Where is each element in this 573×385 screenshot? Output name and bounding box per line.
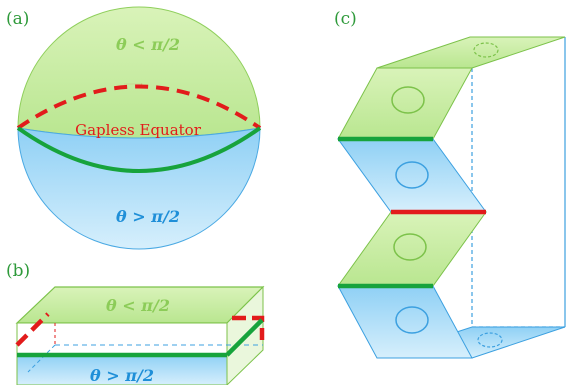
sphere-upper-hemisphere [17,6,261,139]
bottom-flap-loop [477,332,503,348]
sphere-bottom-label: θ > π/2 [116,207,180,226]
slab-red-right [232,315,265,340]
blue-panel-1 [337,138,487,213]
blue-panel-1-loop [395,161,429,189]
green-panel-1 [337,67,473,140]
panel-c-label: (c) [334,9,357,29]
top-flap-loop [473,42,499,58]
sphere-top-label: θ < π/2 [116,35,180,54]
equator-back-dashed [16,84,262,130]
panel-c: (c) [334,9,566,359]
panel-b: (b) θ < π/2 θ > π/2 [6,261,265,385]
top-flap [376,36,566,69]
slab-green-diag-arrow [242,328,254,340]
green-panel-2-loop [393,233,427,261]
slab-hidden-diag [27,344,56,373]
panel-a-label: (a) [6,9,29,29]
blue-panel-2 [337,285,473,359]
blue-panel-2-loop [395,306,429,334]
slab-bottom-label: θ > π/2 [90,366,154,385]
green-panel-1-loop [391,86,425,114]
slab-red-left [15,312,50,347]
equator-front-solid [16,126,262,173]
panel-b-label: (b) [6,261,30,281]
equator-label: Gapless Equator [75,121,202,139]
slab-front-upper [16,322,228,356]
panel-a: (a) θ < π/2 Gapless Equator θ > π/2 [6,6,262,250]
green-panel-2 [337,211,487,287]
slab-top-label: θ < π/2 [106,296,170,315]
sphere-lower-hemisphere [17,127,261,250]
